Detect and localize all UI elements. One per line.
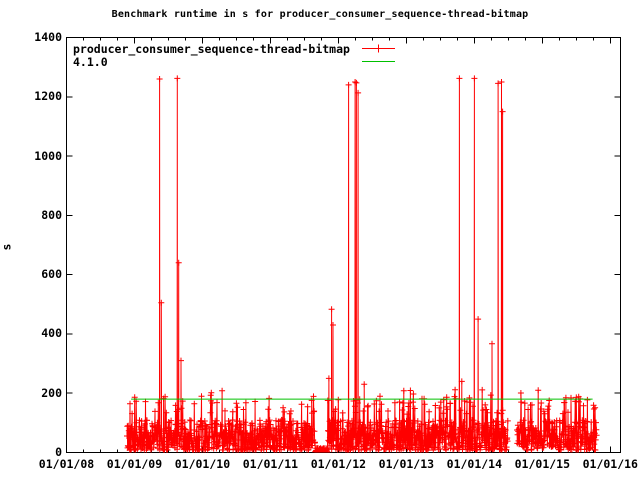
benchmark-series-line [126,78,598,453]
benchmark-series-markers [124,75,600,453]
y-tick-label: 1000 [34,148,62,163]
x-tick-label: 01/01/14 [446,457,503,471]
y-tick-label: 0 [55,445,62,459]
y-tick-label: 200 [41,385,62,400]
x-tick-label: 01/01/12 [310,457,367,471]
chart-title: Benchmark runtime in s for producer_cons… [111,9,529,20]
plot-border [66,37,621,453]
x-tick-label: 01/01/11 [242,457,299,471]
x-tick-label: 01/01/16 [582,457,638,471]
legend-label-series: producer_consumer_sequence-thread-bitmap [73,42,350,56]
x-tick-label: 01/01/10 [174,457,231,471]
legend-label-reference: 4.1.0 [73,55,108,69]
y-axis-label: s [0,243,14,251]
x-tick-label: 01/01/09 [106,457,163,471]
legend-sample-series-marker [374,44,383,53]
y-tick-label: 1400 [34,30,62,44]
y-tick-label: 600 [41,267,62,282]
y-tick-label: 400 [41,326,62,341]
y-tick-label: 800 [41,207,62,222]
x-tick-label: 01/01/15 [514,457,571,471]
data-layer [124,75,600,453]
y-tick-label: 1200 [34,89,62,104]
x-tick-label: 01/01/13 [378,457,435,471]
x-tick-label: 01/01/08 [38,457,95,471]
